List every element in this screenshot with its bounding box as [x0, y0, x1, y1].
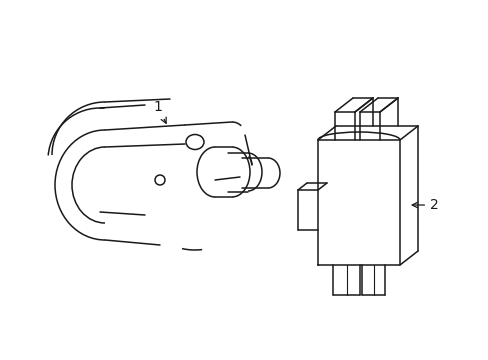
Text: 2: 2 [411, 198, 438, 212]
Text: 1: 1 [153, 100, 166, 123]
